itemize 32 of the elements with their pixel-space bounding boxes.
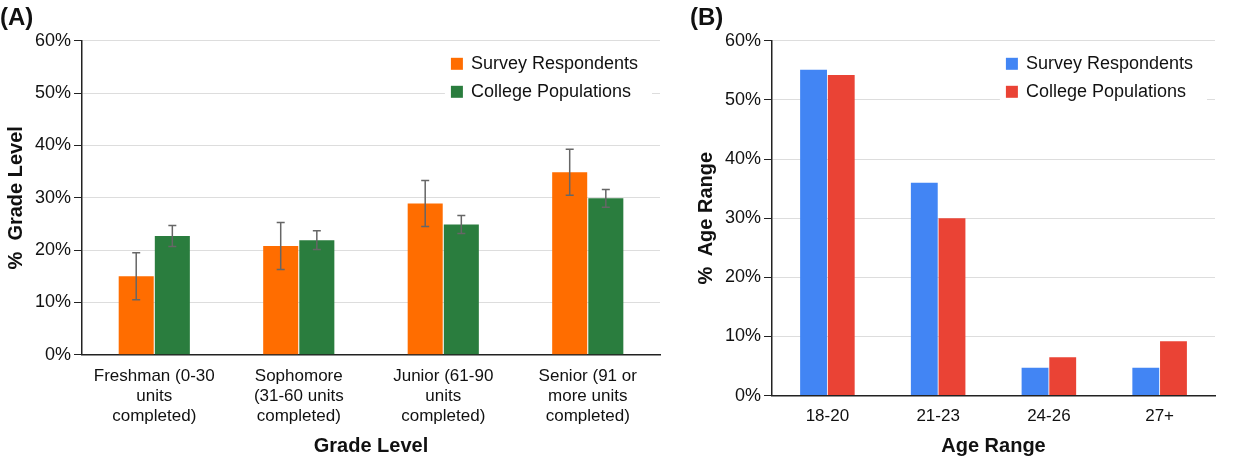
y-tick-label: 10% bbox=[725, 325, 762, 346]
y-tick-label: 30% bbox=[35, 186, 72, 207]
x-tick-label: Sophomore (31-60 units completed) bbox=[253, 365, 344, 426]
y-tick-label: 40% bbox=[35, 134, 72, 155]
x-axis-title: Grade Level bbox=[313, 433, 429, 456]
y-tick-label: 50% bbox=[35, 82, 72, 103]
y-tick-label: 30% bbox=[725, 207, 762, 228]
y-axis-title: % Grade Level bbox=[3, 126, 26, 270]
x-tick-label: 21-23 bbox=[916, 406, 960, 426]
y-tick-label: 50% bbox=[725, 88, 762, 109]
legend-label: College Populations bbox=[470, 80, 632, 101]
chart-title: (B) bbox=[690, 3, 724, 31]
y-tick-label: 0% bbox=[735, 384, 762, 405]
x-axis-title: Age Range bbox=[941, 433, 1046, 456]
x-tick-label: 18-20 bbox=[805, 406, 850, 426]
y-tick-label: 10% bbox=[35, 291, 72, 312]
x-tick-label: 24-26 bbox=[1027, 406, 1071, 426]
y-tick-label: 60% bbox=[725, 29, 762, 50]
chart-title: (A) bbox=[0, 3, 34, 31]
y-tick-label: 60% bbox=[35, 29, 72, 50]
y-axis-title: % Age Range bbox=[693, 151, 716, 285]
x-tick-label: Senior (91 or more units completed) bbox=[538, 365, 638, 426]
x-tick-label: Junior (61-90 units completed) bbox=[393, 365, 494, 426]
y-tick-label: 40% bbox=[725, 148, 762, 169]
y-tick-label: 20% bbox=[725, 266, 762, 287]
legend-label: College Populations bbox=[1025, 80, 1187, 101]
legend-label: Survey Respondents bbox=[470, 52, 639, 73]
x-tick-label: 27+ bbox=[1145, 406, 1175, 426]
x-tick-label: Freshman (0-30 units completed) bbox=[93, 365, 215, 426]
y-tick-label: 0% bbox=[45, 343, 72, 364]
legend-label: Survey Respondents bbox=[1025, 52, 1194, 73]
y-tick-label: 20% bbox=[35, 239, 72, 260]
